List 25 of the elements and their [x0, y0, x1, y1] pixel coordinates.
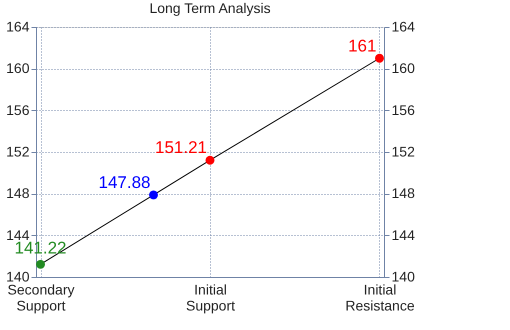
- y-tick-label: 152: [6, 144, 30, 160]
- point: [36, 260, 45, 269]
- data-label: 161: [348, 36, 376, 56]
- x-tick-label: Secondary Support: [8, 282, 74, 314]
- y2-tick-label: 144: [392, 226, 416, 243]
- y-tick-label: 156: [6, 102, 30, 118]
- x-tick-label: Initial Resistance: [345, 282, 415, 314]
- point: [375, 54, 384, 63]
- point: [206, 156, 214, 165]
- data-label: 151.21: [155, 138, 207, 158]
- point: [149, 190, 158, 200]
- y2-tick-label: 148: [392, 185, 416, 202]
- y2-tick-label: 164: [392, 18, 416, 34]
- y2-tick-label: 160: [392, 60, 416, 76]
- y-tick-label: 164: [6, 18, 30, 34]
- y-tick-label: 160: [6, 60, 30, 76]
- y-tick-label: 144: [6, 226, 30, 243]
- chart-title: Long Term Analysis: [149, 0, 271, 16]
- y-tick-label: 148: [6, 185, 30, 202]
- y2-tick-label: 152: [392, 144, 416, 160]
- y-tick-label: 140: [6, 268, 30, 284]
- data-label: 147.88: [98, 172, 151, 192]
- y2-tick-label: 140: [392, 268, 416, 284]
- y2-tick-label: 156: [392, 102, 416, 118]
- x-tick-label: Initial Support: [186, 282, 236, 314]
